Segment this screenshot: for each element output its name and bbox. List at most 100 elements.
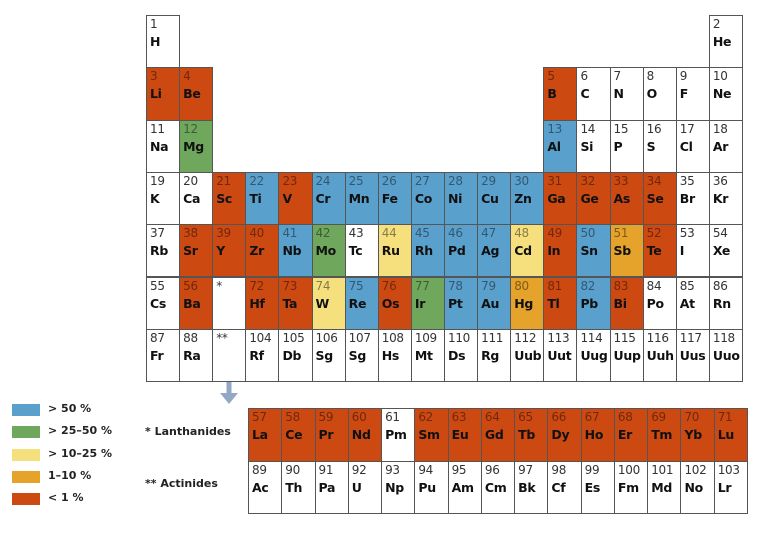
atomic-number: 10 — [712, 69, 728, 84]
element-symbol: F — [679, 86, 689, 102]
element-cell-pu: 94 Pu — [414, 460, 449, 514]
atomic-number: 81 — [547, 278, 562, 293]
atomic-number: 71 — [717, 410, 733, 424]
atomic-number: 19 — [150, 173, 165, 188]
atomic-number: 11 — [150, 121, 165, 136]
atomic-number: 50 — [580, 226, 596, 241]
element-cell-si: 14 Si — [576, 119, 611, 173]
element-cell-kr: 36 Kr — [708, 171, 743, 226]
atomic-number: 86 — [712, 278, 728, 293]
element-cell-s: 16 S — [642, 119, 677, 173]
atomic-number: 17 — [679, 121, 695, 136]
element-cell-be: 4 Be — [179, 67, 214, 121]
element-cell-am: 95 Am — [447, 460, 482, 514]
element-symbol: Es — [584, 479, 601, 495]
element-cell-sg: 106 Sg — [311, 328, 346, 383]
element-cell-ac: 89 Ac — [248, 460, 283, 514]
atomic-number: 12 — [183, 121, 198, 136]
lanthanides-placeholder: * — [212, 276, 247, 330]
element-symbol: Te — [646, 243, 662, 259]
element-cell-ar: 18 Ar — [708, 119, 743, 173]
element-cell-hg: 80 Hg — [510, 276, 545, 330]
element-symbol: Ds — [448, 347, 466, 363]
element-symbol: Uuh — [646, 347, 674, 363]
element-symbol: Ta — [282, 295, 298, 311]
element-cell-v: 23 V — [278, 171, 313, 226]
atomic-number: 15 — [613, 121, 629, 136]
element-cell-uuo: 118 Uuo — [708, 328, 743, 383]
element-cell-au: 79 Au — [477, 276, 512, 330]
element-cell-al: 13 Al — [543, 119, 578, 173]
arrow-down-icon — [220, 382, 238, 404]
atomic-number: 9 — [679, 69, 688, 84]
element-cell-li: 3 Li — [146, 67, 181, 121]
element-cell-fr: 87 Fr — [146, 328, 181, 383]
actinides-label: ** Actinides — [145, 477, 218, 490]
atomic-number: 101 — [651, 462, 674, 477]
element-symbol: Kr — [712, 190, 729, 206]
element-cell-rh: 45 Rh — [410, 224, 445, 278]
element-symbol: Ag — [481, 243, 500, 259]
element-cell-w: 74 W — [311, 276, 346, 330]
atomic-number: 73 — [282, 278, 298, 293]
element-cell-bk: 97 Bk — [514, 460, 549, 514]
atomic-number: 30 — [514, 173, 529, 188]
element-cell-sc: 21 Sc — [212, 171, 247, 226]
atomic-number: 104 — [249, 330, 272, 345]
element-symbol: Ac — [252, 479, 269, 495]
element-cell-ge: 32 Ge — [576, 171, 611, 226]
atomic-number: 114 — [580, 330, 603, 345]
element-symbol: U — [351, 479, 362, 495]
element-cell-no: 102 No — [680, 460, 715, 514]
atomic-number: 4 — [183, 69, 191, 84]
element-cell-i: 53 I — [675, 224, 710, 278]
element-symbol: Bk — [518, 479, 536, 495]
element-symbol: Cf — [551, 479, 566, 495]
element-symbol: Uuo — [712, 347, 740, 363]
element-symbol: P — [613, 138, 623, 154]
element-symbol: Dy — [551, 427, 570, 442]
atomic-number: 54 — [712, 226, 728, 241]
atomic-number: 62 — [418, 410, 433, 424]
atomic-number: 72 — [249, 278, 264, 293]
element-symbol: Sm — [418, 427, 440, 442]
element-cell-ra: 88 Ra — [179, 328, 214, 383]
element-cell-sn: 50 Sn — [576, 224, 611, 278]
element-cell-er: 68 Er — [613, 408, 649, 462]
element-symbol: Br — [679, 190, 695, 206]
atomic-number: 100 — [617, 462, 640, 477]
atomic-number: 85 — [679, 278, 695, 293]
element-cell-ne: 10 Ne — [708, 67, 743, 121]
atomic-number: 45 — [414, 226, 430, 241]
legend-label: > 25–50 % — [48, 424, 113, 438]
element-symbol: Sc — [216, 190, 233, 206]
element-symbol: Ra — [183, 347, 201, 363]
element-cell-ds: 110 Ds — [444, 328, 479, 383]
element-symbol: Ge — [580, 190, 599, 206]
element-cell-hf: 72 Hf — [245, 276, 280, 330]
element-symbol: Sg — [348, 347, 367, 363]
element-cell-mg: 12 Mg — [179, 119, 214, 173]
element-cell-uup: 115 Uup — [609, 328, 644, 383]
atomic-number: 91 — [318, 462, 334, 477]
element-cell-k: 19 K — [146, 171, 181, 226]
element-symbol: Ba — [183, 295, 201, 311]
element-symbol: Hg — [514, 295, 534, 311]
element-symbol: No — [684, 479, 703, 495]
atomic-number: 7 — [613, 69, 622, 84]
element-cell-p: 15 P — [609, 119, 644, 173]
element-cell-uus: 117 Uus — [675, 328, 710, 383]
element-cell-pt: 78 Pt — [444, 276, 479, 330]
element-symbol: Si — [580, 138, 594, 154]
element-cell-zn: 30 Zn — [510, 171, 545, 226]
element-cell-zr: 40 Zr — [245, 224, 280, 278]
element-cell-uut: 113 Uut — [543, 328, 578, 383]
element-cell-pa: 91 Pa — [314, 460, 349, 514]
atomic-number: 103 — [717, 462, 740, 477]
element-symbol: As — [613, 190, 631, 206]
element-symbol: V — [282, 190, 292, 206]
